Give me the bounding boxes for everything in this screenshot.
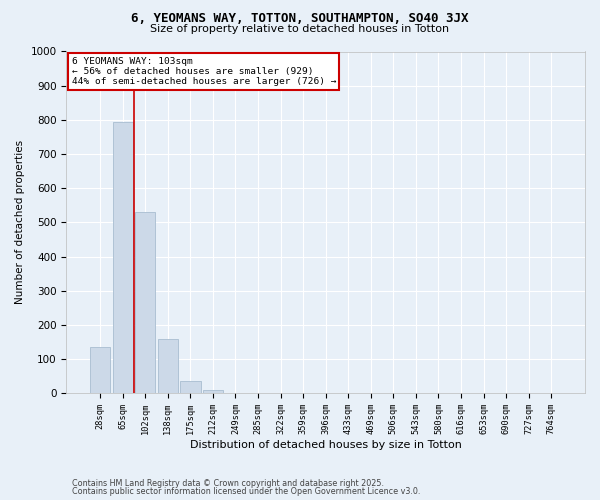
Y-axis label: Number of detached properties: Number of detached properties bbox=[15, 140, 25, 304]
Text: Contains public sector information licensed under the Open Government Licence v3: Contains public sector information licen… bbox=[72, 487, 421, 496]
X-axis label: Distribution of detached houses by size in Totton: Distribution of detached houses by size … bbox=[190, 440, 461, 450]
Text: Contains HM Land Registry data © Crown copyright and database right 2025.: Contains HM Land Registry data © Crown c… bbox=[72, 478, 384, 488]
Bar bbox=[203, 390, 223, 393]
Bar bbox=[135, 212, 155, 393]
Text: 6 YEOMANS WAY: 103sqm
← 56% of detached houses are smaller (929)
44% of semi-det: 6 YEOMANS WAY: 103sqm ← 56% of detached … bbox=[71, 56, 336, 86]
Bar bbox=[158, 338, 178, 393]
Bar bbox=[90, 347, 110, 393]
Text: Size of property relative to detached houses in Totton: Size of property relative to detached ho… bbox=[151, 24, 449, 34]
Text: 6, YEOMANS WAY, TOTTON, SOUTHAMPTON, SO40 3JX: 6, YEOMANS WAY, TOTTON, SOUTHAMPTON, SO4… bbox=[131, 12, 469, 26]
Bar bbox=[180, 382, 200, 393]
Bar bbox=[113, 122, 133, 393]
